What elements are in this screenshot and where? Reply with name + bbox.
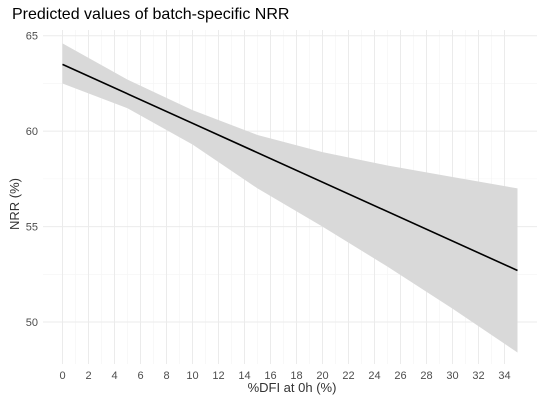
confidence-band-area [62, 43, 518, 353]
x-tick-label: 20 [316, 370, 328, 382]
y-tick-label: 65 [26, 31, 38, 43]
x-tick-label: 8 [163, 370, 169, 382]
y-tick-label: 60 [26, 126, 38, 138]
y-tick-label: 55 [26, 222, 38, 234]
series-lines [62, 63, 518, 272]
x-tick-label: 0 [59, 370, 65, 382]
x-tick-label: 32 [472, 370, 484, 382]
x-tick-label: 10 [186, 370, 198, 382]
chart-title: Predicted values of batch-specific NRR [12, 6, 290, 23]
x-tick-labels: 0 2 4 6 8 10 12 14 16 18 20 22 24 26 28 30 32 34 [59, 370, 510, 382]
x-tick-label: 22 [342, 370, 354, 382]
fitted-line [62, 63, 518, 272]
confidence-band [62, 43, 518, 353]
x-tick-label: 16 [264, 370, 276, 382]
x-axis-label: %DFI at 0h (%) [248, 380, 337, 395]
x-tick-label: 2 [85, 370, 91, 382]
y-tick-labels: 50 55 60 65 [26, 31, 38, 329]
x-tick-label: 6 [137, 370, 143, 382]
x-tick-label: 12 [212, 370, 224, 382]
y-tick-label: 50 [26, 317, 38, 329]
x-tick-label: 14 [238, 370, 250, 382]
x-tick-label: 18 [290, 370, 302, 382]
x-tick-label: 30 [446, 370, 458, 382]
y-axis-label: NRR (%) [7, 178, 22, 230]
x-tick-label: 34 [498, 370, 510, 382]
x-tick-label: 26 [394, 370, 406, 382]
x-tick-label: 24 [368, 370, 380, 382]
x-tick-label: 28 [420, 370, 432, 382]
x-tick-label: 4 [111, 370, 117, 382]
